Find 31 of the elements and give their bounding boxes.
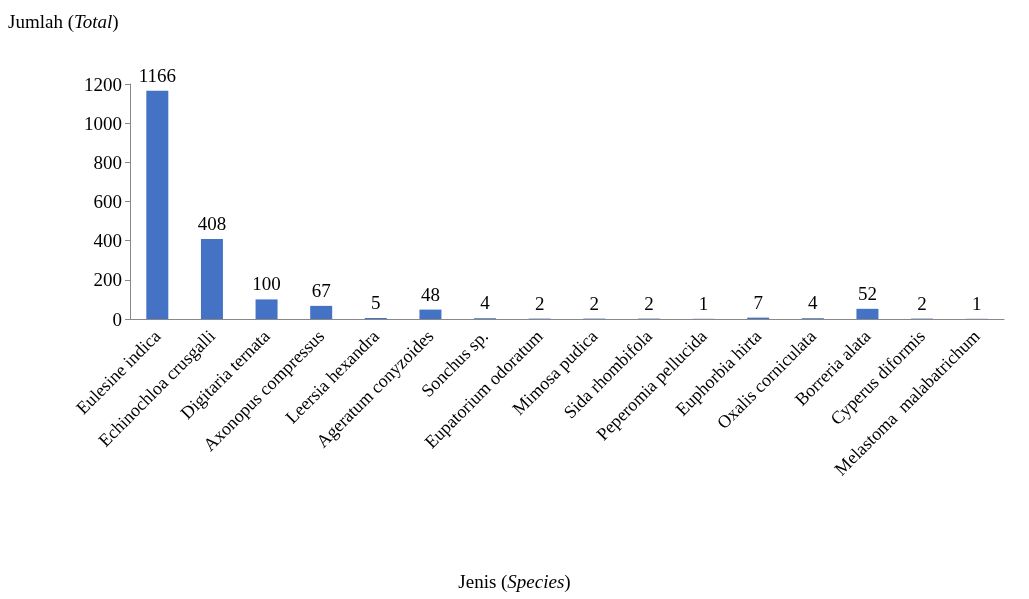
y-tick-label: 400 bbox=[93, 230, 122, 252]
data-label: 2 bbox=[534, 292, 545, 314]
data-label: 100 bbox=[252, 273, 281, 295]
y-axis-title: Jumlah (Total) bbox=[8, 11, 119, 33]
bar bbox=[255, 299, 278, 319]
bar bbox=[310, 305, 333, 319]
data-label: 2 bbox=[644, 292, 654, 314]
x-axis-title: Jenis (Species) bbox=[458, 571, 571, 593]
y-tick-label: 600 bbox=[93, 191, 122, 212]
data-label: 7 bbox=[753, 291, 763, 313]
y-tick-label: 200 bbox=[93, 269, 122, 291]
data-label: 67 bbox=[311, 279, 331, 301]
y-tick-label: 800 bbox=[93, 151, 122, 173]
data-label: 1166 bbox=[138, 64, 176, 86]
data-label: 4 bbox=[480, 292, 491, 314]
bar bbox=[856, 308, 879, 319]
bar bbox=[419, 309, 442, 319]
y-tick-label: 0 bbox=[112, 308, 122, 330]
data-label: 52 bbox=[857, 282, 877, 304]
data-label: 2 bbox=[589, 292, 600, 314]
data-label: 2 bbox=[917, 292, 927, 314]
bar bbox=[200, 239, 223, 319]
data-label: 48 bbox=[420, 283, 440, 305]
data-label: 5 bbox=[371, 292, 381, 314]
y-tick-label: 1200 bbox=[84, 73, 122, 95]
y-tick-label: 1000 bbox=[84, 112, 122, 134]
data-label: 4 bbox=[808, 292, 819, 314]
bar bbox=[146, 90, 169, 319]
data-label: 408 bbox=[197, 213, 227, 235]
data-label: 1 bbox=[971, 292, 982, 314]
data-label: 1 bbox=[698, 292, 709, 314]
